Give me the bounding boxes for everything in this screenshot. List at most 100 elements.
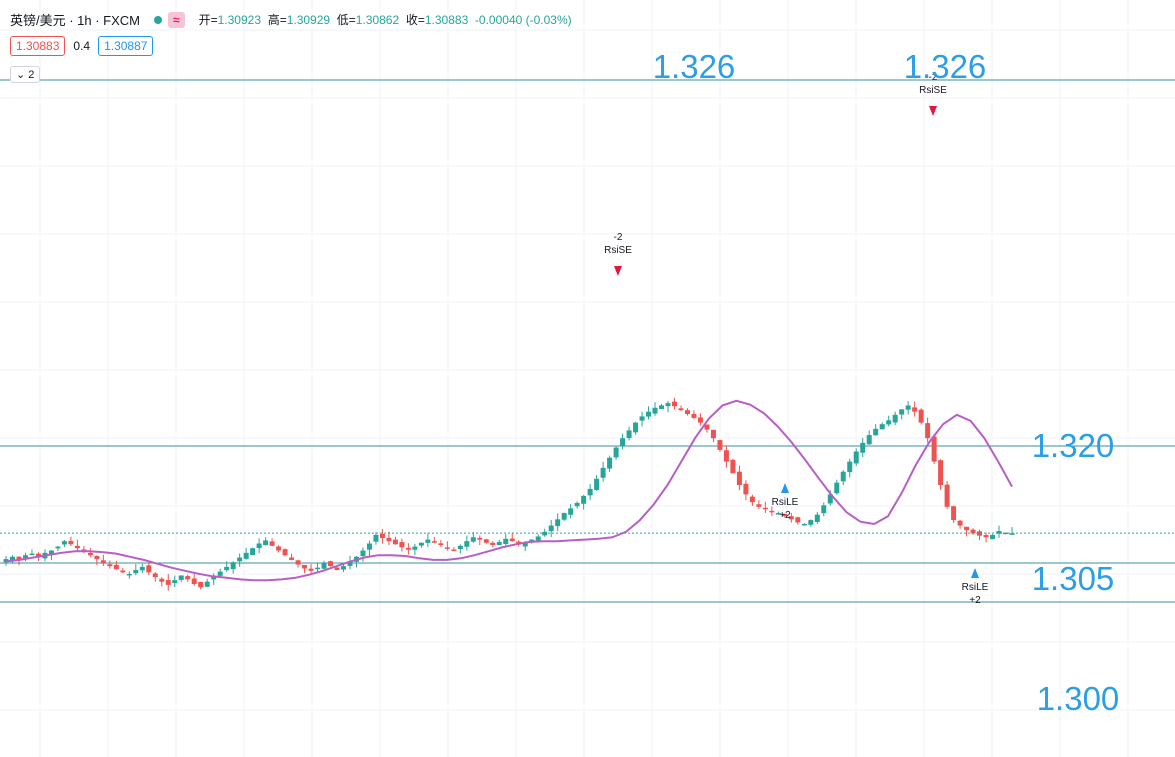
candle-body <box>48 550 54 555</box>
candle-body <box>74 545 80 549</box>
candle-body <box>594 478 600 490</box>
moving-average-line <box>5 399 1013 582</box>
signal-qty: +2 <box>969 595 981 606</box>
symbol-title[interactable]: 英镑/美元 · 1h · FXCM <box>10 13 141 28</box>
candle-body <box>827 494 833 504</box>
candle-body <box>574 502 580 507</box>
candle-body <box>834 482 840 494</box>
candle-body <box>821 505 827 514</box>
candle-body <box>853 451 859 464</box>
candle-body <box>477 537 483 540</box>
approx-icon[interactable]: ≈ <box>168 11 185 28</box>
candle-body <box>652 407 658 414</box>
candle-body <box>490 542 496 546</box>
candle-body <box>782 513 788 517</box>
candle-body <box>905 405 911 410</box>
candle-body <box>646 411 652 417</box>
candle-body <box>457 545 463 550</box>
long-arrow-icon[interactable] <box>781 483 789 493</box>
candle-body <box>126 573 132 576</box>
candle-body <box>873 428 879 436</box>
indicator-toggle-button[interactable]: ⌄ 2 <box>10 66 41 83</box>
candle-body <box>1009 533 1015 535</box>
level-label: 1.326 <box>904 48 987 85</box>
candle-body <box>100 560 106 563</box>
candle-body <box>938 460 944 485</box>
candle-body <box>983 535 989 538</box>
candle-body <box>451 549 457 552</box>
short-arrow-icon[interactable] <box>929 106 937 116</box>
candle-body <box>529 539 535 542</box>
candle-body <box>723 450 729 462</box>
candle-body <box>315 567 321 570</box>
candle-body <box>951 506 957 521</box>
candle-body <box>912 407 918 412</box>
ask-button[interactable]: 1.30887 <box>98 36 154 56</box>
candle-body <box>918 409 924 423</box>
candle-body <box>626 430 632 439</box>
long-arrow-icon[interactable] <box>971 568 979 578</box>
short-arrow-icon[interactable] <box>614 266 622 276</box>
candle-body <box>684 410 690 415</box>
candle-body <box>730 459 736 474</box>
level-label: 1.320 <box>1032 427 1115 464</box>
candle-body <box>788 516 794 520</box>
candle-body <box>425 539 431 543</box>
candle-body <box>561 513 567 520</box>
candle-body <box>990 534 996 540</box>
candle-body <box>860 442 866 453</box>
candle-body <box>159 578 165 582</box>
candle-body <box>879 424 885 430</box>
candle-body <box>710 429 716 439</box>
candle-body <box>276 546 282 551</box>
candle-body <box>418 542 424 546</box>
candle-body <box>172 580 178 584</box>
open-label: 开= <box>198 13 218 27</box>
candle-body <box>263 540 269 546</box>
candle-body <box>230 562 236 570</box>
signal-qty: -2 <box>929 72 938 83</box>
candle-body <box>185 576 191 580</box>
candle-body <box>282 549 288 556</box>
candle-body <box>133 570 139 574</box>
candle-body <box>191 578 197 585</box>
candle-body <box>801 524 807 526</box>
ohlc-values: 开=1.30923 高=1.30929 低=1.30862 收=1.30883 … <box>199 11 572 28</box>
candle-body <box>340 566 346 570</box>
candle-body <box>204 581 210 587</box>
candle-body <box>704 424 710 430</box>
candle-body <box>769 510 775 513</box>
candle-body <box>587 488 593 496</box>
candle-body <box>996 531 1002 534</box>
candle-body <box>113 564 119 570</box>
candle-body <box>250 548 256 556</box>
candle-body <box>211 576 217 580</box>
candle-body <box>152 573 158 578</box>
candle-body <box>405 547 411 550</box>
candle-body <box>840 471 846 482</box>
candle-body <box>678 408 684 411</box>
candle-body <box>548 525 554 532</box>
candle-body <box>9 556 15 561</box>
candle-body <box>762 507 768 510</box>
candle-body <box>198 581 204 588</box>
candle-body <box>808 520 814 525</box>
candle-body <box>217 571 223 576</box>
high-value: 1.30929 <box>286 13 331 27</box>
bid-button[interactable]: 1.30883 <box>10 36 66 56</box>
candle-body <box>366 543 372 550</box>
candle-body <box>328 561 334 567</box>
candle-body <box>483 539 489 543</box>
level-labels: 1.326 1.326 1.320 1.305 1.300 <box>653 48 1120 717</box>
candle-body <box>61 541 67 545</box>
indicator-count: 2 <box>28 69 35 81</box>
candle-body <box>509 538 515 542</box>
candle-body <box>743 483 749 495</box>
candle-body <box>321 563 327 569</box>
candle-body <box>659 405 665 409</box>
candle-body <box>886 420 892 425</box>
candle-body <box>964 526 970 531</box>
candle-body <box>607 457 613 469</box>
candle-body <box>444 547 450 549</box>
